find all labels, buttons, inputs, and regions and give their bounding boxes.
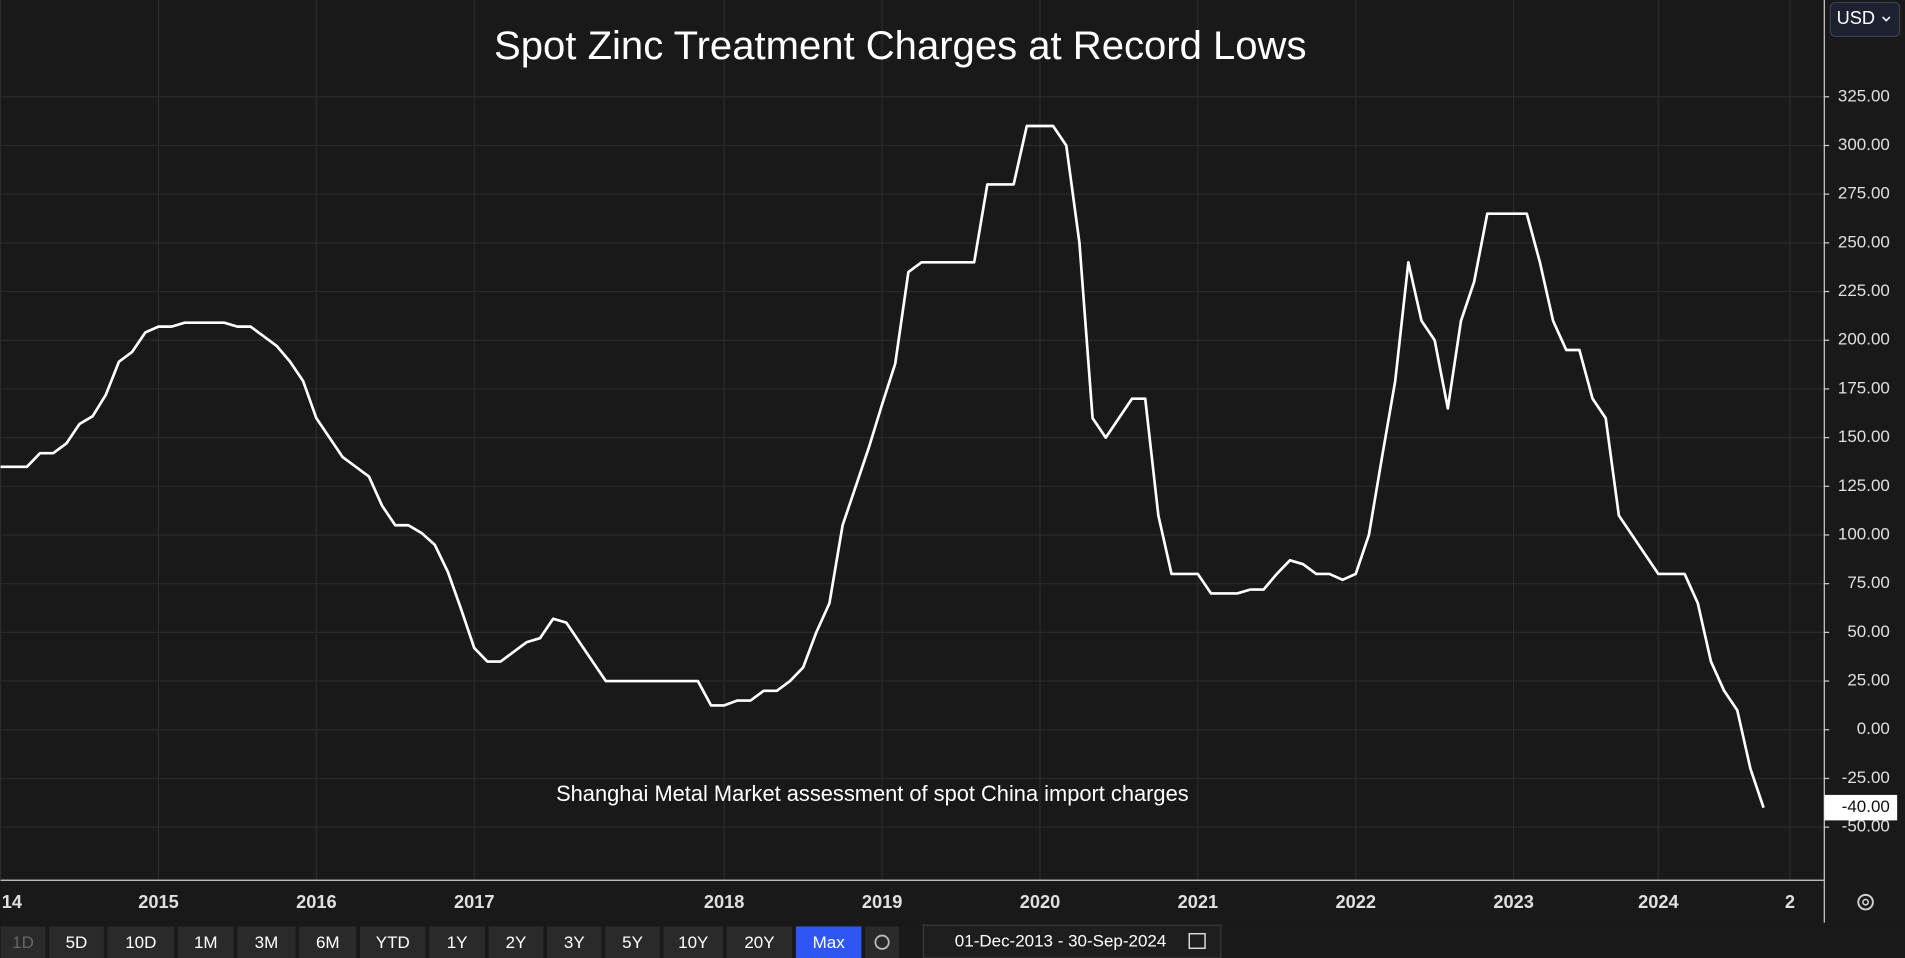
date-range-box[interactable] (922, 924, 1222, 958)
currency-chevron[interactable] (1882, 16, 1891, 22)
y-tick-label: 50.00 (1847, 622, 1890, 641)
x-tick-label: 2018 (704, 892, 744, 912)
axis-settings-icon[interactable] (1857, 893, 1874, 911)
range-button-label[interactable]: 6M (316, 933, 340, 952)
y-tick-label: 275.00 (1838, 184, 1890, 203)
range-button[interactable] (299, 926, 357, 958)
y-tick-label: 0.00 (1857, 719, 1890, 738)
y-tick-label: 100.00 (1838, 524, 1890, 543)
range-button-label[interactable]: 5D (66, 933, 88, 952)
x-tick-label: 2015 (138, 892, 179, 912)
annotation: Shanghai Metal Market assessment of spot… (556, 781, 1189, 806)
range-button[interactable] (237, 926, 296, 958)
x-tick-label: 2017 (454, 892, 495, 912)
range-button[interactable] (107, 926, 175, 958)
range-button[interactable] (429, 926, 486, 958)
chart-title: Spot Zinc Treatment Charges at Record Lo… (494, 24, 1306, 68)
range-button-label[interactable]: Max (813, 933, 846, 952)
range-button[interactable] (726, 926, 793, 958)
range-button-label[interactable]: 3M (255, 933, 279, 952)
range-button-label[interactable]: YTD (376, 933, 410, 952)
range-button-label[interactable]: 1M (194, 933, 218, 952)
range-button[interactable] (0, 926, 46, 958)
y-tick-label: 300.00 (1838, 135, 1890, 154)
y-tick-label: -25.00 (1842, 768, 1890, 787)
y-tick-label: 25.00 (1847, 671, 1890, 690)
x-tick-label: 2020 (1020, 892, 1060, 912)
last-value-label: -40.00 (1842, 797, 1890, 816)
range-button-label[interactable]: 10D (125, 933, 156, 952)
x-tick-label: 2019 (862, 892, 903, 912)
currency-button[interactable] (1829, 1, 1901, 38)
range-button[interactable] (49, 926, 104, 958)
x-tick-label: 2023 (1493, 892, 1534, 912)
grid (0, 0, 1825, 881)
range-button[interactable] (177, 926, 234, 958)
y-tick-label: -50.00 (1842, 817, 1890, 836)
range-button[interactable] (546, 926, 602, 958)
range-button[interactable] (663, 926, 724, 958)
calendar-icon[interactable] (1188, 932, 1206, 950)
currency-label[interactable]: USD (1837, 8, 1875, 28)
date-range[interactable]: 01-Dec-2013 - 30-Sep-2024 (955, 932, 1167, 951)
x-tick-label: 14 (2, 892, 23, 912)
line-series (0, 124, 1765, 809)
range-button-label[interactable]: 1Y (447, 933, 468, 952)
y-tick-label: 175.00 (1838, 378, 1890, 397)
x-tick-label: 2022 (1335, 892, 1376, 912)
range-button-label[interactable]: 2Y (506, 933, 527, 952)
range-button[interactable] (605, 926, 660, 958)
range-button-label[interactable]: 1D (12, 933, 34, 952)
x-tick-label: 2024 (1638, 892, 1679, 912)
x-tick-label: 2 (1785, 892, 1795, 912)
axis-settings-icon-center[interactable] (1862, 898, 1870, 906)
settings-button[interactable] (865, 926, 900, 958)
range-buttons: 1D 5D 10D 1M 3M 6M YTD 1Y 2Y 3Y 5Y 10Y 20Y Max (0, 926, 862, 958)
x-tick-label: 2021 (1178, 892, 1219, 912)
y-tick-label: 150.00 (1838, 427, 1890, 446)
range-button-label[interactable]: 20Y (744, 933, 774, 952)
x-tick-label: 2016 (296, 892, 337, 912)
range-button[interactable] (488, 926, 544, 958)
y-tick-label: 250.00 (1838, 232, 1890, 251)
y-tick-label: 75.00 (1847, 573, 1890, 592)
range-button-label[interactable]: 5Y (622, 933, 643, 952)
y-tick-label: 225.00 (1838, 281, 1890, 300)
range-button-label[interactable]: 10Y (678, 933, 708, 952)
settings-icon[interactable] (874, 934, 890, 950)
range-button[interactable] (359, 926, 426, 958)
range-button-label[interactable]: 3Y (564, 933, 585, 952)
range-button[interactable] (795, 926, 862, 958)
y-tick-label: 325.00 (1838, 86, 1890, 105)
y-tick-label: 125.00 (1838, 476, 1890, 495)
last-value-box (1824, 794, 1898, 821)
y-tick-label: 200.00 (1838, 330, 1890, 349)
